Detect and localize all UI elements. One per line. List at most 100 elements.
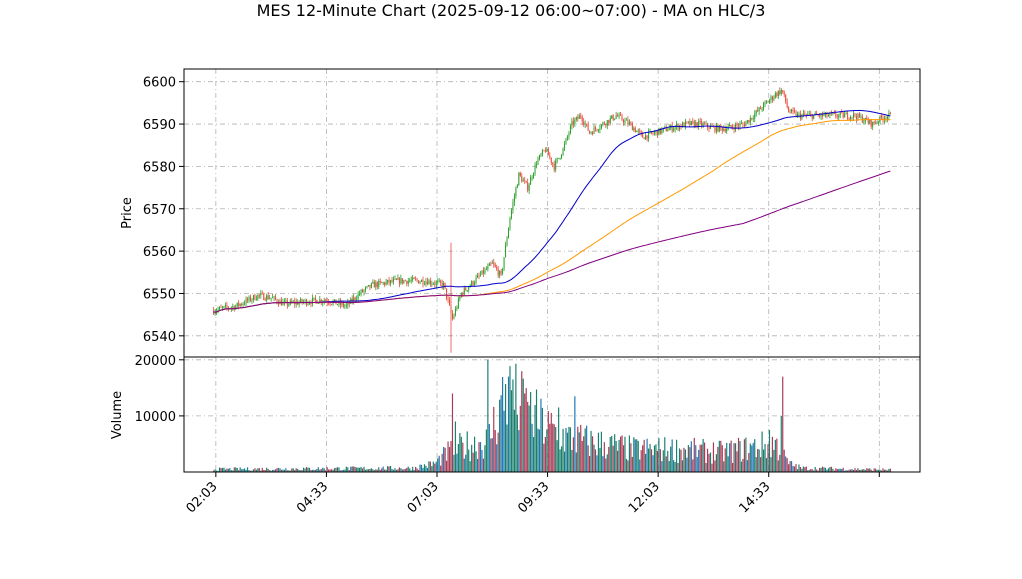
candle-body — [463, 288, 465, 295]
volume-bar — [776, 438, 778, 472]
candle-body — [602, 122, 604, 125]
volume-bar — [267, 469, 269, 472]
volume-bar — [434, 463, 436, 472]
volume-bar — [833, 470, 835, 472]
candle-body — [395, 278, 397, 280]
candle-body — [432, 283, 434, 285]
candle-body — [832, 113, 834, 114]
candle-body — [695, 122, 697, 127]
volume-bar — [406, 467, 408, 472]
volume-bar — [580, 424, 582, 472]
volume-bar — [522, 378, 524, 472]
candle-body — [807, 114, 809, 116]
candle-body — [479, 274, 482, 276]
candle-body — [701, 121, 703, 126]
candle-body — [656, 130, 658, 136]
volume-bar — [441, 453, 443, 472]
candle-body — [363, 290, 365, 293]
candle-body — [671, 125, 673, 131]
candle-body — [593, 127, 595, 134]
volume-bar — [525, 388, 527, 472]
volume-bar — [367, 469, 370, 472]
volume-bar — [844, 470, 846, 472]
volume-bar — [621, 435, 623, 472]
volume-bar — [817, 470, 819, 472]
candle-body — [820, 113, 822, 117]
volume-bar — [510, 390, 513, 472]
volume-bar — [876, 469, 878, 472]
volume-bar — [686, 457, 688, 472]
candle-body — [499, 271, 501, 276]
candle-body — [360, 289, 362, 294]
volume-bar — [879, 469, 881, 472]
volume-bar — [646, 438, 648, 472]
candle-body — [260, 293, 262, 296]
candle-body — [482, 270, 484, 274]
candle-body — [681, 122, 683, 128]
volume-bar — [704, 442, 706, 472]
candle-body — [614, 118, 616, 120]
volume-bar — [273, 469, 275, 472]
volume-bar — [768, 429, 771, 472]
volume-bar — [783, 449, 785, 472]
volume-bar — [241, 469, 243, 472]
candle-body — [851, 116, 853, 118]
candle-body — [581, 116, 583, 122]
candle-body — [770, 96, 772, 101]
volume-bar — [378, 467, 380, 472]
candle-body — [397, 277, 399, 280]
volume-bar — [302, 467, 305, 472]
volume-bar — [575, 452, 577, 472]
volume-bar — [841, 468, 843, 472]
candle-body — [384, 282, 386, 285]
volume-bar — [388, 466, 390, 472]
volume-bar — [258, 468, 260, 472]
candle-body — [621, 115, 623, 121]
volume-bar — [451, 393, 454, 472]
volume-bar — [468, 449, 470, 472]
candle-body — [605, 124, 607, 126]
volume-bar — [417, 469, 420, 472]
volume-bar — [589, 456, 591, 472]
candle-body — [617, 115, 619, 117]
volume-bar — [521, 371, 523, 472]
volume-bar — [454, 421, 457, 472]
candle-body — [359, 293, 361, 295]
volume-bar — [512, 379, 514, 472]
volume-bar — [391, 468, 393, 472]
volume-bar — [888, 468, 890, 472]
candle-body — [415, 278, 417, 280]
candle-body — [496, 266, 498, 270]
volume-bar — [404, 468, 406, 472]
volume-bar — [793, 466, 796, 472]
candle-body — [829, 112, 831, 116]
candle-body — [236, 302, 238, 307]
volume-bar — [695, 445, 697, 472]
candle-body — [637, 130, 639, 132]
candle-body — [241, 303, 243, 305]
candle-body — [569, 125, 571, 134]
volume-bar — [627, 460, 629, 472]
candle-body — [823, 114, 825, 116]
volume-bar — [562, 428, 564, 472]
volume-bar — [375, 469, 377, 472]
volume-bar — [484, 445, 486, 472]
candle-body — [878, 121, 880, 123]
volume-bar — [762, 449, 765, 472]
volume-bar — [577, 426, 579, 472]
candle-body — [528, 184, 530, 191]
candle-body — [356, 298, 358, 300]
volume-bar — [218, 467, 221, 472]
volume-bar — [764, 443, 766, 472]
candle-body — [406, 280, 408, 284]
volume-bar — [387, 466, 389, 472]
candle-body — [640, 131, 642, 134]
candle-body — [506, 238, 508, 245]
candle-body — [223, 306, 225, 308]
volume-bar — [755, 457, 757, 472]
candle-body — [443, 282, 445, 287]
candle-body — [247, 298, 249, 301]
volume-bar — [799, 466, 802, 472]
volume-bar — [863, 469, 865, 472]
candle-body — [571, 120, 573, 126]
